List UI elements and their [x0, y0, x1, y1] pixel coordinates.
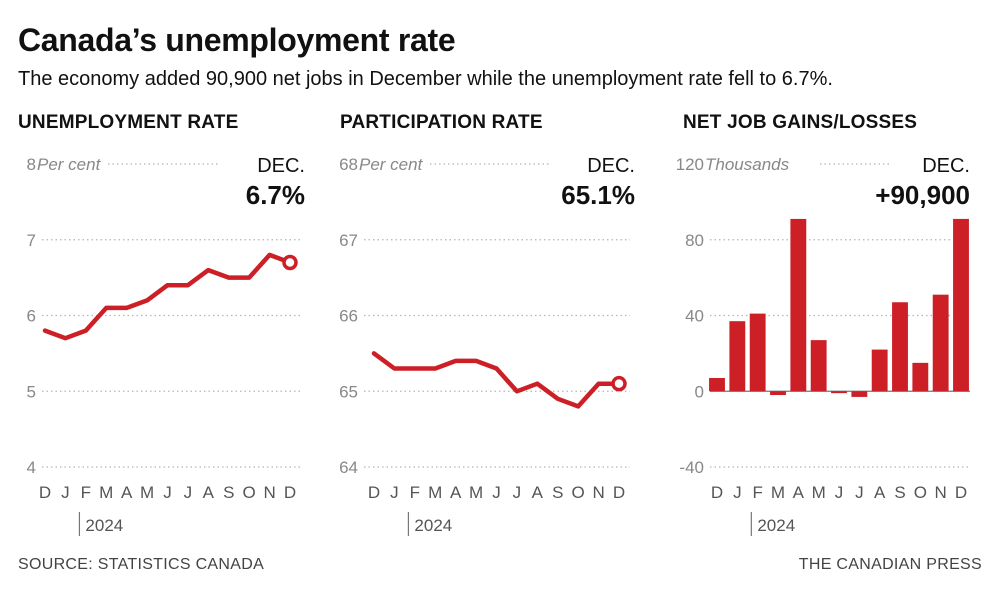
y-tick-label-participation-4: 68 — [339, 155, 358, 174]
x-tick-label-net-jobs-11: N — [935, 483, 947, 502]
x-tick-label-participation-6: J — [492, 483, 501, 502]
bar-net-jobs-11 — [932, 294, 949, 392]
y-tick-label-unemployment-1: 5 — [27, 382, 36, 401]
callout-value-participation: 65.1% — [561, 180, 635, 210]
bar-net-jobs-1 — [729, 321, 746, 392]
series-line-participation — [371, 351, 622, 409]
x-tick-label-unemployment-10: O — [243, 483, 256, 502]
x-tick-label-unemployment-2: F — [81, 483, 91, 502]
x-tick-label-participation-9: S — [552, 483, 563, 502]
x-tick-label-net-jobs-6: J — [835, 483, 844, 502]
x-tick-label-net-jobs-0: D — [711, 483, 723, 502]
bar-net-jobs-10 — [912, 362, 929, 392]
x-tick-label-net-jobs-9: S — [894, 483, 905, 502]
x-tick-label-unemployment-8: A — [203, 483, 215, 502]
y-tick-label-net-jobs-1: 0 — [695, 382, 704, 401]
last-point-marker-unemployment — [282, 254, 298, 271]
panel-title-unemployment: UNEMPLOYMENT RATE — [18, 112, 239, 133]
y-tick-label-net-jobs-3: 80 — [685, 231, 704, 250]
unit-label-participation: Per cent — [359, 155, 424, 174]
callout-value-unemployment: 6.7% — [246, 180, 305, 210]
bar-net-jobs-5 — [810, 340, 827, 392]
source-note: SOURCE: STATISTICS CANADA — [18, 556, 265, 573]
bar-net-jobs-0 — [709, 377, 725, 392]
chart-title: Canada’s unemployment rate — [18, 22, 456, 58]
y-tick-label-unemployment-2: 6 — [27, 307, 36, 326]
callout-month-participation: DEC. — [587, 155, 635, 177]
chart-subtitle: The economy added 90,900 net jobs in Dec… — [18, 68, 833, 90]
x-tick-label-participation-4: A — [450, 483, 462, 502]
y-tick-label-net-jobs-2: 40 — [685, 307, 704, 326]
x-tick-label-net-jobs-3: M — [771, 483, 785, 502]
callout-value-net-jobs: +90,900 — [875, 180, 970, 210]
x-tick-label-unemployment-5: M — [140, 483, 154, 502]
panel-title-net-jobs: NET JOB GAINS/LOSSES — [683, 112, 918, 133]
callout-month-net-jobs: DEC. — [922, 155, 970, 177]
series-line-unemployment — [42, 252, 293, 341]
x-tick-label-unemployment-1: J — [61, 483, 70, 502]
x-tick-label-net-jobs-2: F — [752, 483, 762, 502]
bar-net-jobs-7 — [851, 391, 868, 397]
x-tick-label-unemployment-11: N — [263, 483, 275, 502]
x-tick-label-participation-10: O — [572, 483, 585, 502]
bar-net-jobs-2 — [749, 313, 766, 392]
credit-note: THE CANADIAN PRESS — [798, 556, 982, 573]
x-tick-label-unemployment-3: M — [99, 483, 113, 502]
x-tick-label-unemployment-0: D — [39, 483, 51, 502]
y-tick-label-participation-0: 64 — [339, 458, 358, 477]
x-tick-label-participation-2: F — [410, 483, 420, 502]
bar-net-jobs-12 — [953, 218, 969, 392]
y-tick-label-net-jobs-4: 120 — [676, 155, 704, 174]
callout-month-unemployment: DEC. — [257, 155, 305, 177]
y-tick-label-net-jobs-0: -40 — [679, 458, 704, 477]
unit-label-unemployment: Per cent — [37, 155, 102, 174]
unit-label-net-jobs: Thousands — [705, 155, 790, 174]
x-tick-label-participation-7: J — [513, 483, 522, 502]
x-tick-label-net-jobs-7: J — [855, 483, 864, 502]
x-tick-label-net-jobs-4: A — [793, 483, 805, 502]
bar-net-jobs-6 — [831, 391, 847, 394]
y-tick-label-participation-1: 65 — [339, 382, 358, 401]
x-tick-label-unemployment-9: S — [223, 483, 234, 502]
x-tick-label-participation-3: M — [428, 483, 442, 502]
year-label-net-jobs: 2024 — [757, 516, 795, 535]
x-tick-label-unemployment-4: A — [121, 483, 133, 502]
x-tick-label-unemployment-12: D — [284, 483, 296, 502]
x-tick-label-net-jobs-12: D — [955, 483, 967, 502]
year-label-unemployment: 2024 — [85, 516, 123, 535]
y-tick-label-unemployment-4: 8 — [27, 155, 36, 174]
x-tick-label-participation-11: N — [592, 483, 604, 502]
bar-net-jobs-3 — [770, 391, 786, 396]
x-tick-label-participation-0: D — [368, 483, 380, 502]
x-tick-label-participation-8: A — [532, 483, 544, 502]
x-tick-label-net-jobs-5: M — [812, 483, 826, 502]
y-tick-label-participation-3: 67 — [339, 231, 358, 250]
y-tick-label-unemployment-0: 4 — [27, 458, 36, 477]
x-tick-label-net-jobs-1: J — [733, 483, 742, 502]
y-tick-label-unemployment-3: 7 — [27, 231, 36, 250]
bar-net-jobs-8 — [871, 349, 888, 392]
x-tick-label-unemployment-7: J — [184, 483, 193, 502]
x-tick-label-participation-1: J — [390, 483, 399, 502]
x-tick-label-unemployment-6: J — [163, 483, 172, 502]
bar-net-jobs-9 — [892, 302, 908, 392]
x-tick-label-participation-5: M — [469, 483, 483, 502]
x-tick-label-net-jobs-8: A — [874, 483, 886, 502]
last-point-marker-participation — [611, 375, 627, 392]
bar-net-jobs-4 — [790, 218, 807, 392]
y-tick-label-participation-2: 66 — [339, 307, 358, 326]
x-tick-label-participation-12: D — [613, 483, 625, 502]
panel-title-participation: PARTICIPATION RATE — [340, 112, 543, 133]
x-tick-label-net-jobs-10: O — [914, 483, 927, 502]
year-label-participation: 2024 — [414, 516, 452, 535]
